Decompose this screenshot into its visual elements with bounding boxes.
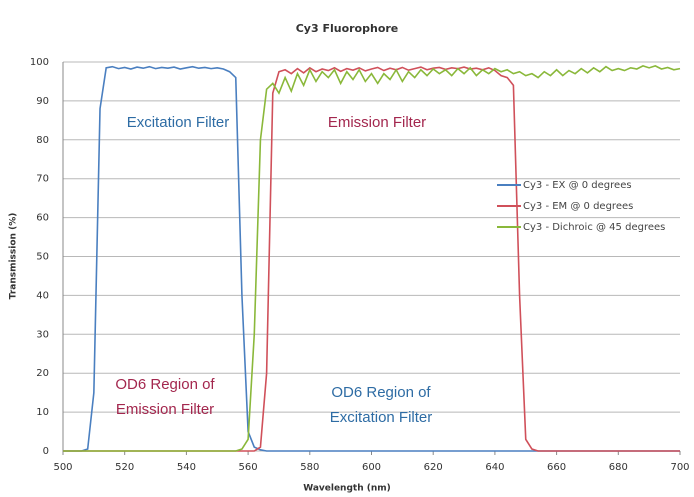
annotation: Excitation Filter [330, 409, 433, 426]
x-tick-label: 520 [115, 462, 134, 473]
x-tick-label: 640 [485, 462, 504, 473]
annotation: OD6 Region of [331, 384, 431, 401]
y-tick-label: 100 [30, 57, 49, 68]
annotation: OD6 Region of [115, 376, 215, 393]
x-tick-label: 580 [300, 462, 319, 473]
y-axis-label: Transmission (%) [9, 213, 19, 300]
x-tick-label: 540 [177, 462, 196, 473]
y-tick-label: 20 [36, 368, 49, 379]
chart-title: Cy3 Fluorophore [296, 22, 399, 35]
y-tick-label: 40 [36, 290, 49, 301]
x-tick-label: 700 [670, 462, 689, 473]
x-tick-label: 680 [609, 462, 628, 473]
y-tick-label: 80 [36, 135, 49, 146]
y-tick-label: 30 [36, 329, 49, 340]
y-tick-label: 10 [36, 407, 49, 418]
x-axis-label: Wavelength (nm) [303, 484, 391, 494]
y-tick-label: 60 [36, 213, 49, 224]
y-tick-label: 70 [36, 174, 49, 185]
annotation: Emission Filter [116, 401, 214, 418]
x-tick-label: 620 [424, 462, 443, 473]
legend-label: Cy3 - EM @ 0 degrees [523, 201, 633, 212]
x-tick-label: 560 [239, 462, 258, 473]
y-tick-label: 50 [36, 252, 49, 263]
legend-label: Cy3 - Dichroic @ 45 degrees [523, 222, 665, 233]
annotation: Emission Filter [328, 114, 426, 131]
y-tick-label: 90 [36, 96, 49, 107]
legend-label: Cy3 - EX @ 0 degrees [523, 180, 632, 191]
annotation: Excitation Filter [127, 114, 230, 131]
x-tick-label: 600 [362, 462, 381, 473]
x-tick-label: 500 [53, 462, 72, 473]
series-line [63, 65, 681, 452]
x-tick-label: 660 [547, 462, 566, 473]
y-tick-label: 0 [43, 446, 49, 457]
